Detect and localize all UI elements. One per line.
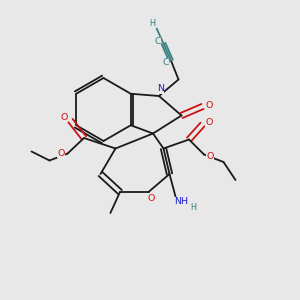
Text: O: O: [206, 118, 213, 127]
Text: O: O: [60, 113, 68, 122]
Text: H: H: [190, 202, 196, 211]
Text: H: H: [190, 202, 196, 211]
Text: NH: NH: [174, 197, 188, 206]
Text: O: O: [147, 194, 155, 203]
Text: O: O: [206, 152, 214, 161]
Text: H: H: [149, 19, 155, 28]
Text: O: O: [60, 113, 68, 122]
Text: C: C: [162, 58, 169, 67]
Text: O: O: [147, 194, 155, 203]
Text: O: O: [57, 149, 64, 158]
Text: N: N: [157, 84, 164, 93]
Text: N: N: [157, 83, 164, 94]
Text: C: C: [163, 58, 168, 67]
Text: O: O: [57, 149, 64, 158]
Text: NH: NH: [174, 197, 188, 206]
Text: O: O: [206, 152, 214, 161]
Text: O: O: [206, 100, 213, 109]
Text: C: C: [155, 37, 161, 46]
Text: C: C: [155, 37, 161, 46]
Text: H: H: [149, 19, 155, 28]
Text: O: O: [206, 100, 213, 109]
Text: O: O: [206, 118, 213, 127]
